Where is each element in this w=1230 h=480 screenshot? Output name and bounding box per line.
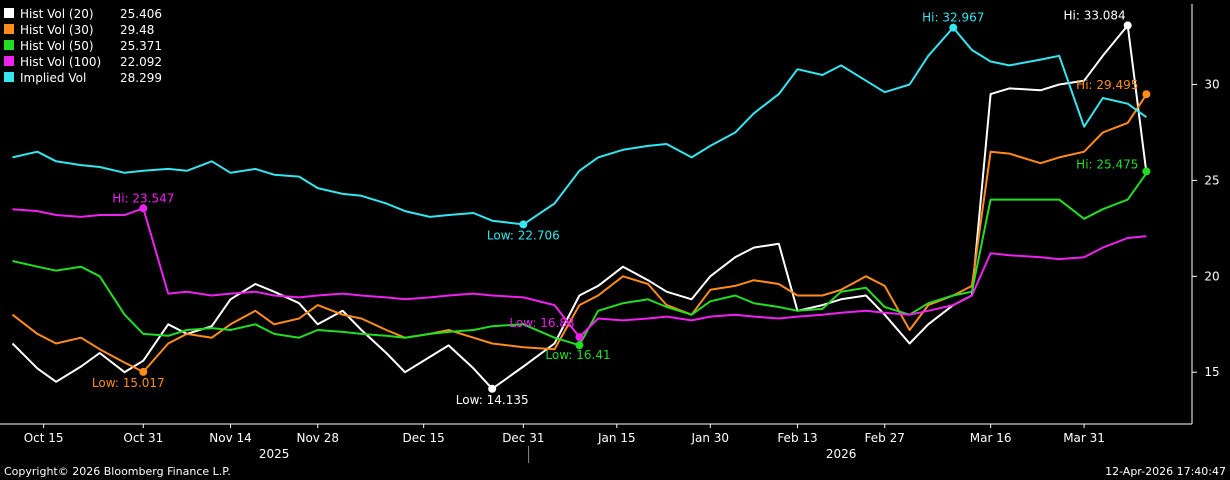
legend-swatch: [4, 56, 14, 66]
annotation-marker: [1142, 90, 1151, 99]
series-line-4: [12, 26, 1147, 226]
legend-swatch: [4, 40, 14, 50]
annotation-label: Hi: 25.475: [1076, 157, 1138, 171]
annotation-label: Low: 22.706: [487, 228, 560, 242]
y-tick-label: 15: [1204, 365, 1219, 379]
legend-series-value: 29.48: [120, 23, 154, 37]
legend-swatch: [4, 24, 14, 34]
series-line-3: [12, 207, 1147, 339]
x-tick-label: Jan 30: [690, 431, 729, 445]
y-tick-label: 30: [1204, 78, 1219, 92]
annotation-label: Hi: 29.495: [1076, 78, 1138, 92]
year-label: 2026: [826, 447, 857, 461]
annotation-label: Low: 16.83: [509, 316, 574, 330]
annotation-marker: [488, 384, 497, 393]
annotation-marker: [1123, 21, 1132, 30]
year-label: 2025: [259, 447, 290, 461]
annotation-label: Low: 16.41: [545, 348, 610, 362]
annotation-label: Low: 15.017: [92, 376, 165, 390]
legend-swatch: [4, 72, 14, 82]
annotation-marker: [575, 333, 584, 342]
annotation-label: Hi: 32.967: [922, 11, 984, 25]
x-tick-label: Feb 13: [777, 431, 817, 445]
y-tick-label: 25: [1204, 173, 1219, 187]
x-tick-label: Dec 31: [502, 431, 544, 445]
legend-series-name: Implied Vol: [20, 71, 86, 85]
series-layer: [11, 24, 1148, 390]
x-tick-label: Jan 15: [597, 431, 636, 445]
legend-series-name: Hist Vol (30): [20, 23, 94, 37]
annotation-label: Low: 14.135: [456, 393, 529, 407]
annotation-label: Hi: 33.084: [1063, 8, 1125, 22]
y-tick-label: 20: [1204, 269, 1219, 283]
annotation-marker: [1142, 167, 1151, 176]
annotation-layer: Hi: 33.084 Low: 14.135 Hi: 29.495 Low: 15.0…: [92, 8, 1151, 407]
x-tick-label: Oct 15: [24, 431, 64, 445]
x-tick-label: Feb 27: [865, 431, 905, 445]
legend-swatch: [4, 8, 14, 18]
annotation-label: Hi: 23.547: [112, 191, 174, 205]
annotation-marker: [139, 367, 148, 376]
x-tick-label: Nov 28: [296, 431, 339, 445]
legend-series-name: Hist Vol (50): [20, 39, 94, 53]
annotation-marker: [519, 220, 528, 229]
copyright-text: Copyright© 2026 Bloomberg Finance L.P.: [4, 465, 231, 478]
annotation-marker: [139, 204, 148, 213]
timestamp-text: 12-Apr-2026 17:40:47: [1105, 465, 1226, 478]
annotation-marker: [575, 341, 584, 350]
legend-series-name: Hist Vol (100): [20, 55, 101, 69]
legend-series-value: 28.299: [120, 71, 162, 85]
legend: Hist Vol (20) 25.406 Hist Vol (30) 29.48 His…: [4, 7, 162, 85]
x-tick-label: Mar 31: [1063, 431, 1105, 445]
x-tick-label: Mar 16: [970, 431, 1012, 445]
legend-series-value: 25.371: [120, 39, 162, 53]
annotation-marker: [949, 23, 958, 32]
legend-series-value: 22.092: [120, 55, 162, 69]
x-tick-label: Dec 15: [403, 431, 445, 445]
x-tick-label: Nov 14: [209, 431, 252, 445]
legend-series-value: 25.406: [120, 7, 162, 21]
x-tick-label: Oct 31: [123, 431, 163, 445]
series-line-1: [11, 93, 1148, 373]
legend-series-name: Hist Vol (20): [20, 7, 94, 21]
